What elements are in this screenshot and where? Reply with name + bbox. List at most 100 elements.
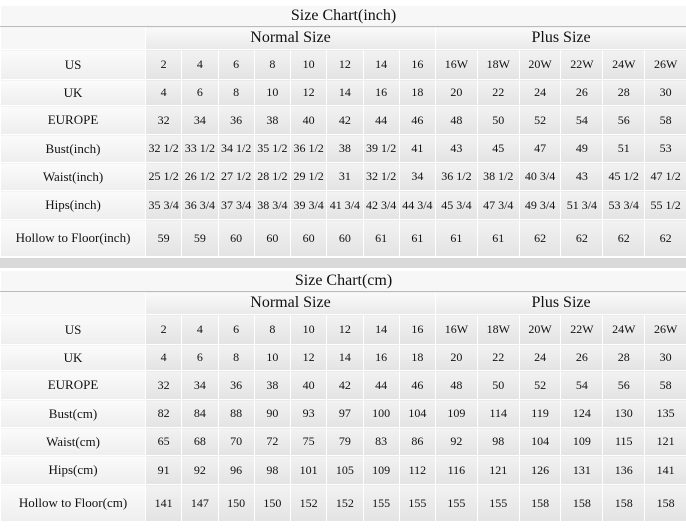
group-header: Plus Size <box>434 291 686 315</box>
size-cell: 68 <box>181 427 219 456</box>
size-cell: 116 <box>435 455 478 485</box>
size-cell: 55 1/2 <box>644 190 686 220</box>
size-cell: 36 3/4 <box>181 190 219 220</box>
size-cell: 101 <box>289 455 328 485</box>
size-cell: 26 <box>560 79 604 106</box>
size-cell: 155 <box>476 484 520 522</box>
size-cell: 32 <box>144 370 183 400</box>
size-cell: 33 1/2 <box>181 134 219 163</box>
size-cell: 36 1/2 <box>435 162 478 191</box>
size-cell: 109 <box>435 399 478 428</box>
size-row: UK 4 6 8 10 12 14 16 18 20 22 24 26 28 30 <box>0 344 686 371</box>
size-cell: 18W <box>476 49 520 80</box>
row-label: UK <box>0 79 146 106</box>
size-row: Hips(inch) 35 3/4 36 3/4 37 3/4 38 3/4 39 3/4… <box>0 190 686 220</box>
size-cell: 93 <box>289 399 328 428</box>
size-cell: 46 <box>398 105 437 135</box>
size-cell: 121 <box>476 455 520 485</box>
row-label: Hips(cm) <box>0 455 146 485</box>
size-row: US 2 4 6 8 10 12 14 16 16W 18W 20W 22W 24W 26W <box>0 49 686 80</box>
size-chart-cm: Size Chart(cm) Normal Size Plus Size US 2 4 6 8… <box>0 270 686 522</box>
size-cell: 62 <box>602 219 646 257</box>
row-label: UK <box>0 344 146 371</box>
size-cell: 36 1/2 <box>289 134 328 163</box>
size-cell: 147 <box>181 484 219 522</box>
size-cell: 38 <box>253 105 292 135</box>
size-cell: 20W <box>518 49 562 80</box>
size-cell: 126 <box>518 455 562 485</box>
size-row: Hollow to Floor(cm) 141 147 150 150 152 152 155… <box>0 484 686 522</box>
size-cell: 2 <box>144 49 183 80</box>
size-cell: 44 <box>362 370 400 400</box>
row-label: Hips(inch) <box>0 190 146 220</box>
size-cell: 14 <box>362 49 400 80</box>
size-cell: 62 <box>560 219 604 257</box>
row-label: Waist(inch) <box>0 162 146 191</box>
size-cell: 6 <box>217 49 255 80</box>
size-cell: 10 <box>289 49 328 80</box>
size-cell: 18 <box>398 344 437 371</box>
size-cell: 60 <box>253 219 292 257</box>
size-cell: 54 <box>560 370 604 400</box>
size-cell: 109 <box>560 427 604 456</box>
size-cell: 31 <box>326 162 364 191</box>
size-cell: 10 <box>253 344 292 371</box>
size-cell: 92 <box>435 427 478 456</box>
size-row: Waist(cm) 65 68 70 72 75 79 83 86 92 98 104 109 115 12… <box>0 427 686 456</box>
row-label: Bust(cm) <box>0 399 146 428</box>
row-label: EUROPE <box>0 370 146 400</box>
size-cell: 70 <box>217 427 255 456</box>
size-cell: 62 <box>644 219 686 257</box>
size-cell: 83 <box>362 427 400 456</box>
size-cell: 12 <box>289 344 328 371</box>
size-cell: 124 <box>560 399 604 428</box>
size-cell: 158 <box>560 484 604 522</box>
size-row: Hollow to Floor(inch) 59 59 60 60 60 60 61 61 61 6… <box>0 219 686 257</box>
row-label: US <box>0 49 146 80</box>
size-row: EUROPE 32 34 36 38 40 42 44 46 48 50 52 54 56 58 <box>0 370 686 400</box>
size-cell: 12 <box>326 314 364 345</box>
size-cell: 60 <box>326 219 364 257</box>
size-cell: 14 <box>326 79 364 106</box>
size-cell: 158 <box>602 484 646 522</box>
size-cell: 37 3/4 <box>217 190 255 220</box>
size-cell: 30 <box>644 79 686 106</box>
size-cell: 104 <box>518 427 562 456</box>
size-cell: 12 <box>326 49 364 80</box>
size-cell: 112 <box>398 455 437 485</box>
size-cell: 16 <box>362 344 400 371</box>
size-cell: 90 <box>253 399 292 428</box>
size-cell: 58 <box>644 105 686 135</box>
size-cell: 47 3/4 <box>476 190 520 220</box>
size-cell: 155 <box>435 484 478 522</box>
size-cell: 38 <box>253 370 292 400</box>
size-cell: 34 <box>181 370 219 400</box>
size-cell: 6 <box>181 344 219 371</box>
size-cell: 34 <box>181 105 219 135</box>
size-cell: 61 <box>476 219 520 257</box>
size-cell: 41 <box>398 134 437 163</box>
size-cell: 27 1/2 <box>217 162 255 191</box>
size-cell: 4 <box>181 314 219 345</box>
size-row: Bust(inch) 32 1/2 33 1/2 34 1/2 35 1/2 36 1/2… <box>0 134 686 163</box>
size-cell: 32 1/2 <box>362 162 400 191</box>
size-cell: 8 <box>217 344 255 371</box>
group-header: Normal Size <box>145 26 436 50</box>
size-cell: 6 <box>217 314 255 345</box>
size-cell: 8 <box>253 49 292 80</box>
size-cell: 121 <box>644 427 686 456</box>
size-cell: 14 <box>362 314 400 345</box>
size-cell: 51 <box>602 134 646 163</box>
size-cell: 25 1/2 <box>144 162 183 191</box>
size-cell: 24 <box>518 344 562 371</box>
size-cell: 51 3/4 <box>560 190 604 220</box>
size-cell: 8 <box>217 79 255 106</box>
size-cell: 52 <box>518 370 562 400</box>
size-cell: 49 3/4 <box>518 190 562 220</box>
size-cell: 45 1/2 <box>602 162 646 191</box>
separator <box>0 258 686 268</box>
size-row: UK 4 6 8 10 12 14 16 18 20 22 24 26 28 30 <box>0 79 686 106</box>
size-cell: 141 <box>644 455 686 485</box>
size-cell: 24 <box>518 79 562 106</box>
